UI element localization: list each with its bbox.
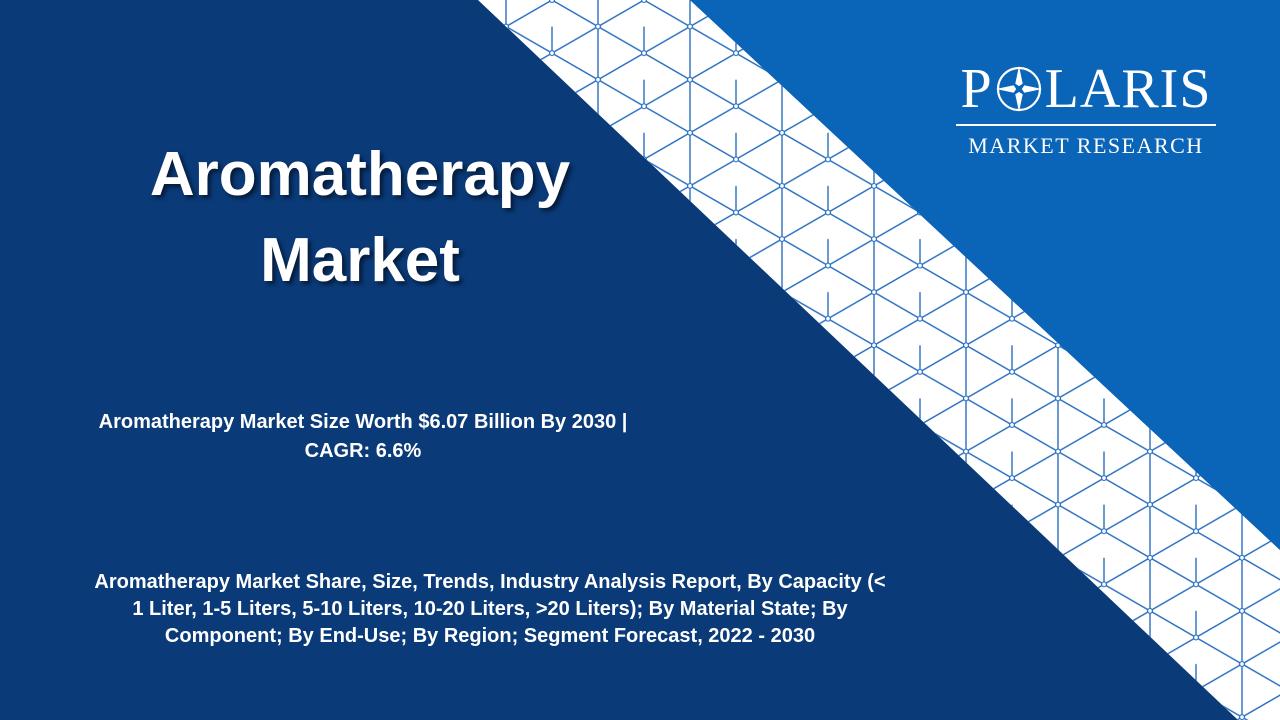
headline-line-2: CAGR: 6.6% (304, 440, 422, 462)
compass-star-icon (995, 66, 1042, 112)
polaris-logo: P LARIS MARKET RESEARCH (950, 58, 1222, 160)
headline-line-1: Aromatherapy Market Size Worth $6.07 Bil… (98, 411, 628, 433)
description-line-3: Component; By End-Use; By Region; Segmen… (164, 625, 816, 647)
description-line-1: Aromatherapy Market Share, Size, Trends,… (94, 571, 886, 593)
logo-letters-rest: LARIS (1044, 58, 1212, 120)
pattern-band-lines (478, 0, 1280, 720)
slide-title: Aromatherapy Market (60, 132, 660, 304)
logo-subtitle: MARKET RESEARCH (968, 133, 1204, 158)
market-headline: Aromatherapy Market Size Worth $6.07 Bil… (40, 408, 686, 466)
corner-bright-blue (690, 0, 1280, 550)
logo-divider (956, 124, 1216, 126)
logo-letter-p: P (960, 58, 993, 120)
description-line-2: 1 Liter, 1-5 Liters, 5-10 Liters, 10-20 … (132, 598, 848, 620)
title-line-1: Aromatherapy (149, 140, 571, 209)
logo-wordmark: P LARIS (950, 58, 1222, 120)
title-line-2: Market (260, 226, 460, 295)
report-description: Aromatherapy Market Share, Size, Trends,… (30, 569, 950, 650)
